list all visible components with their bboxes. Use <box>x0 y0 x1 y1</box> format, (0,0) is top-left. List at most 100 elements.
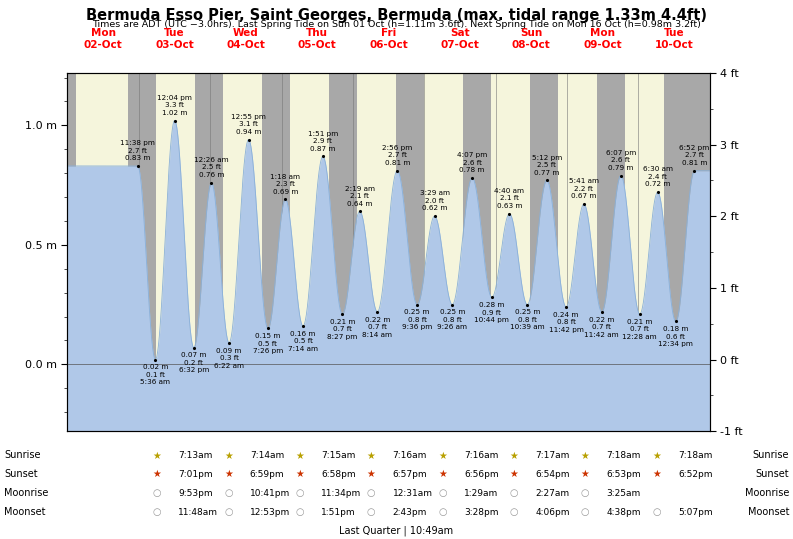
Text: 5:12 pm
2.5 ft
0.77 m: 5:12 pm 2.5 ft 0.77 m <box>531 155 562 176</box>
Text: ★: ★ <box>438 469 447 479</box>
Text: 04-Oct: 04-Oct <box>226 39 266 50</box>
Text: 1:29am: 1:29am <box>464 489 498 497</box>
Text: 0.25 m
0.8 ft
9:26 am: 0.25 m 0.8 ft 9:26 am <box>437 309 467 330</box>
Text: Bermuda Esso Pier, Saint Georges, Bermuda (max. tidal range 1.33m 4.4ft): Bermuda Esso Pier, Saint Georges, Bermud… <box>86 8 707 23</box>
Bar <box>329 73 357 431</box>
Text: Sunset: Sunset <box>4 469 37 479</box>
Text: 0.25 m
0.8 ft
10:39 am: 0.25 m 0.8 ft 10:39 am <box>510 309 545 330</box>
Text: 6:59pm: 6:59pm <box>250 470 285 479</box>
Bar <box>223 73 262 431</box>
Bar <box>67 73 76 431</box>
Text: ★: ★ <box>580 451 590 460</box>
Text: 6:56pm: 6:56pm <box>464 470 499 479</box>
Text: Sat: Sat <box>450 27 469 38</box>
Text: ○: ○ <box>367 488 375 498</box>
Bar <box>463 73 491 431</box>
Text: 3:25am: 3:25am <box>607 489 641 497</box>
Text: 11:48am: 11:48am <box>178 508 218 516</box>
Text: 12:55 pm
3.1 ft
0.94 m: 12:55 pm 3.1 ft 0.94 m <box>231 114 266 135</box>
Text: ★: ★ <box>652 451 661 460</box>
Text: 1:51 pm
2.9 ft
0.87 m: 1:51 pm 2.9 ft 0.87 m <box>308 130 338 151</box>
Text: ○: ○ <box>224 507 232 517</box>
Text: 07-Oct: 07-Oct <box>440 39 480 50</box>
Text: 9:53pm: 9:53pm <box>178 489 213 497</box>
Text: 7:18am: 7:18am <box>678 451 712 460</box>
Text: 0.28 m
0.9 ft
10:44 pm: 0.28 m 0.9 ft 10:44 pm <box>474 302 509 323</box>
Text: 3:29 am
2.0 ft
0.62 m: 3:29 am 2.0 ft 0.62 m <box>419 190 450 211</box>
Text: 2:27am: 2:27am <box>535 489 569 497</box>
Text: 0.21 m
0.7 ft
12:28 am: 0.21 m 0.7 ft 12:28 am <box>623 319 657 340</box>
Text: ○: ○ <box>439 488 446 498</box>
Text: 0.02 m
0.1 ft
5:36 am: 0.02 m 0.1 ft 5:36 am <box>140 364 170 385</box>
Text: 6:07 pm
2.6 ft
0.79 m: 6:07 pm 2.6 ft 0.79 m <box>606 150 636 171</box>
Text: ★: ★ <box>438 451 447 460</box>
Text: ★: ★ <box>295 451 305 460</box>
Text: 7:16am: 7:16am <box>393 451 427 460</box>
Text: 7:17am: 7:17am <box>535 451 569 460</box>
Text: 0.25 m
0.8 ft
9:36 pm: 0.25 m 0.8 ft 9:36 pm <box>402 309 432 330</box>
Text: ★: ★ <box>580 469 590 479</box>
Text: 4:40 am
2.1 ft
0.63 m: 4:40 am 2.1 ft 0.63 m <box>495 188 524 209</box>
Text: Fri: Fri <box>381 27 396 38</box>
Text: 11:34pm: 11:34pm <box>321 489 362 497</box>
Bar <box>195 73 223 431</box>
Text: 06-Oct: 06-Oct <box>370 39 408 50</box>
Text: 0.18 m
0.6 ft
12:34 pm: 0.18 m 0.6 ft 12:34 pm <box>658 326 693 347</box>
Text: 1:51pm: 1:51pm <box>321 508 356 516</box>
Bar <box>625 73 664 431</box>
Text: 3:28pm: 3:28pm <box>464 508 499 516</box>
Text: Moonset: Moonset <box>4 507 45 517</box>
Text: 4:07 pm
2.6 ft
0.78 m: 4:07 pm 2.6 ft 0.78 m <box>457 152 488 173</box>
Text: 7:13am: 7:13am <box>178 451 213 460</box>
Text: Mon: Mon <box>590 27 615 38</box>
Text: ★: ★ <box>509 469 519 479</box>
Text: 10:41pm: 10:41pm <box>250 489 290 497</box>
Text: 0.07 m
0.2 ft
6:32 pm: 0.07 m 0.2 ft 6:32 pm <box>178 353 209 374</box>
Text: ★: ★ <box>224 451 233 460</box>
Text: 11:38 pm
2.7 ft
0.83 m: 11:38 pm 2.7 ft 0.83 m <box>121 140 155 161</box>
Text: 2:19 am
2.1 ft
0.64 m: 2:19 am 2.1 ft 0.64 m <box>345 185 375 206</box>
Text: 02-Oct: 02-Oct <box>84 39 122 50</box>
Text: 7:14am: 7:14am <box>250 451 284 460</box>
Text: 2:56 pm
2.7 ft
0.81 m: 2:56 pm 2.7 ft 0.81 m <box>382 145 412 166</box>
Text: ○: ○ <box>224 488 232 498</box>
Text: 0.22 m
0.7 ft
8:14 am: 0.22 m 0.7 ft 8:14 am <box>362 316 393 337</box>
Bar <box>530 73 557 431</box>
Text: 6:52 pm
2.7 ft
0.81 m: 6:52 pm 2.7 ft 0.81 m <box>680 145 710 166</box>
Text: 6:57pm: 6:57pm <box>393 470 427 479</box>
Text: ○: ○ <box>296 488 304 498</box>
Text: 12:04 pm
3.3 ft
1.02 m: 12:04 pm 3.3 ft 1.02 m <box>157 95 192 116</box>
Text: ★: ★ <box>652 469 661 479</box>
Text: Sun: Sun <box>520 27 542 38</box>
Text: 7:16am: 7:16am <box>464 451 498 460</box>
Text: 0.24 m
0.8 ft
11:42 pm: 0.24 m 0.8 ft 11:42 pm <box>549 312 584 333</box>
Text: Tue: Tue <box>164 27 185 38</box>
Text: 6:54pm: 6:54pm <box>535 470 570 479</box>
Text: ★: ★ <box>366 451 376 460</box>
Text: ★: ★ <box>224 469 233 479</box>
Text: ○: ○ <box>439 507 446 517</box>
Text: Moonrise: Moonrise <box>745 488 789 498</box>
Text: 12:53pm: 12:53pm <box>250 508 290 516</box>
Text: 2:43pm: 2:43pm <box>393 508 427 516</box>
Text: ○: ○ <box>296 507 304 517</box>
Text: 0.16 m
0.5 ft
7:14 am: 0.16 m 0.5 ft 7:14 am <box>288 331 318 352</box>
Text: 10-Oct: 10-Oct <box>655 39 693 50</box>
Text: ○: ○ <box>581 507 589 517</box>
Text: ★: ★ <box>152 469 162 479</box>
Bar <box>156 73 195 431</box>
Text: 08-Oct: 08-Oct <box>512 39 550 50</box>
Bar <box>424 73 463 431</box>
Text: ★: ★ <box>366 469 376 479</box>
Text: 0.15 m
0.5 ft
7:26 pm: 0.15 m 0.5 ft 7:26 pm <box>253 333 283 354</box>
Text: 05-Oct: 05-Oct <box>298 39 336 50</box>
Bar <box>76 73 128 431</box>
Text: Moonrise: Moonrise <box>4 488 48 498</box>
Text: 12:31am: 12:31am <box>393 489 432 497</box>
Text: ★: ★ <box>509 451 519 460</box>
Bar <box>557 73 597 431</box>
Bar <box>597 73 625 431</box>
Text: 5:41 am
2.2 ft
0.67 m: 5:41 am 2.2 ft 0.67 m <box>569 178 599 199</box>
Text: ○: ○ <box>581 488 589 498</box>
Text: 7:15am: 7:15am <box>321 451 355 460</box>
